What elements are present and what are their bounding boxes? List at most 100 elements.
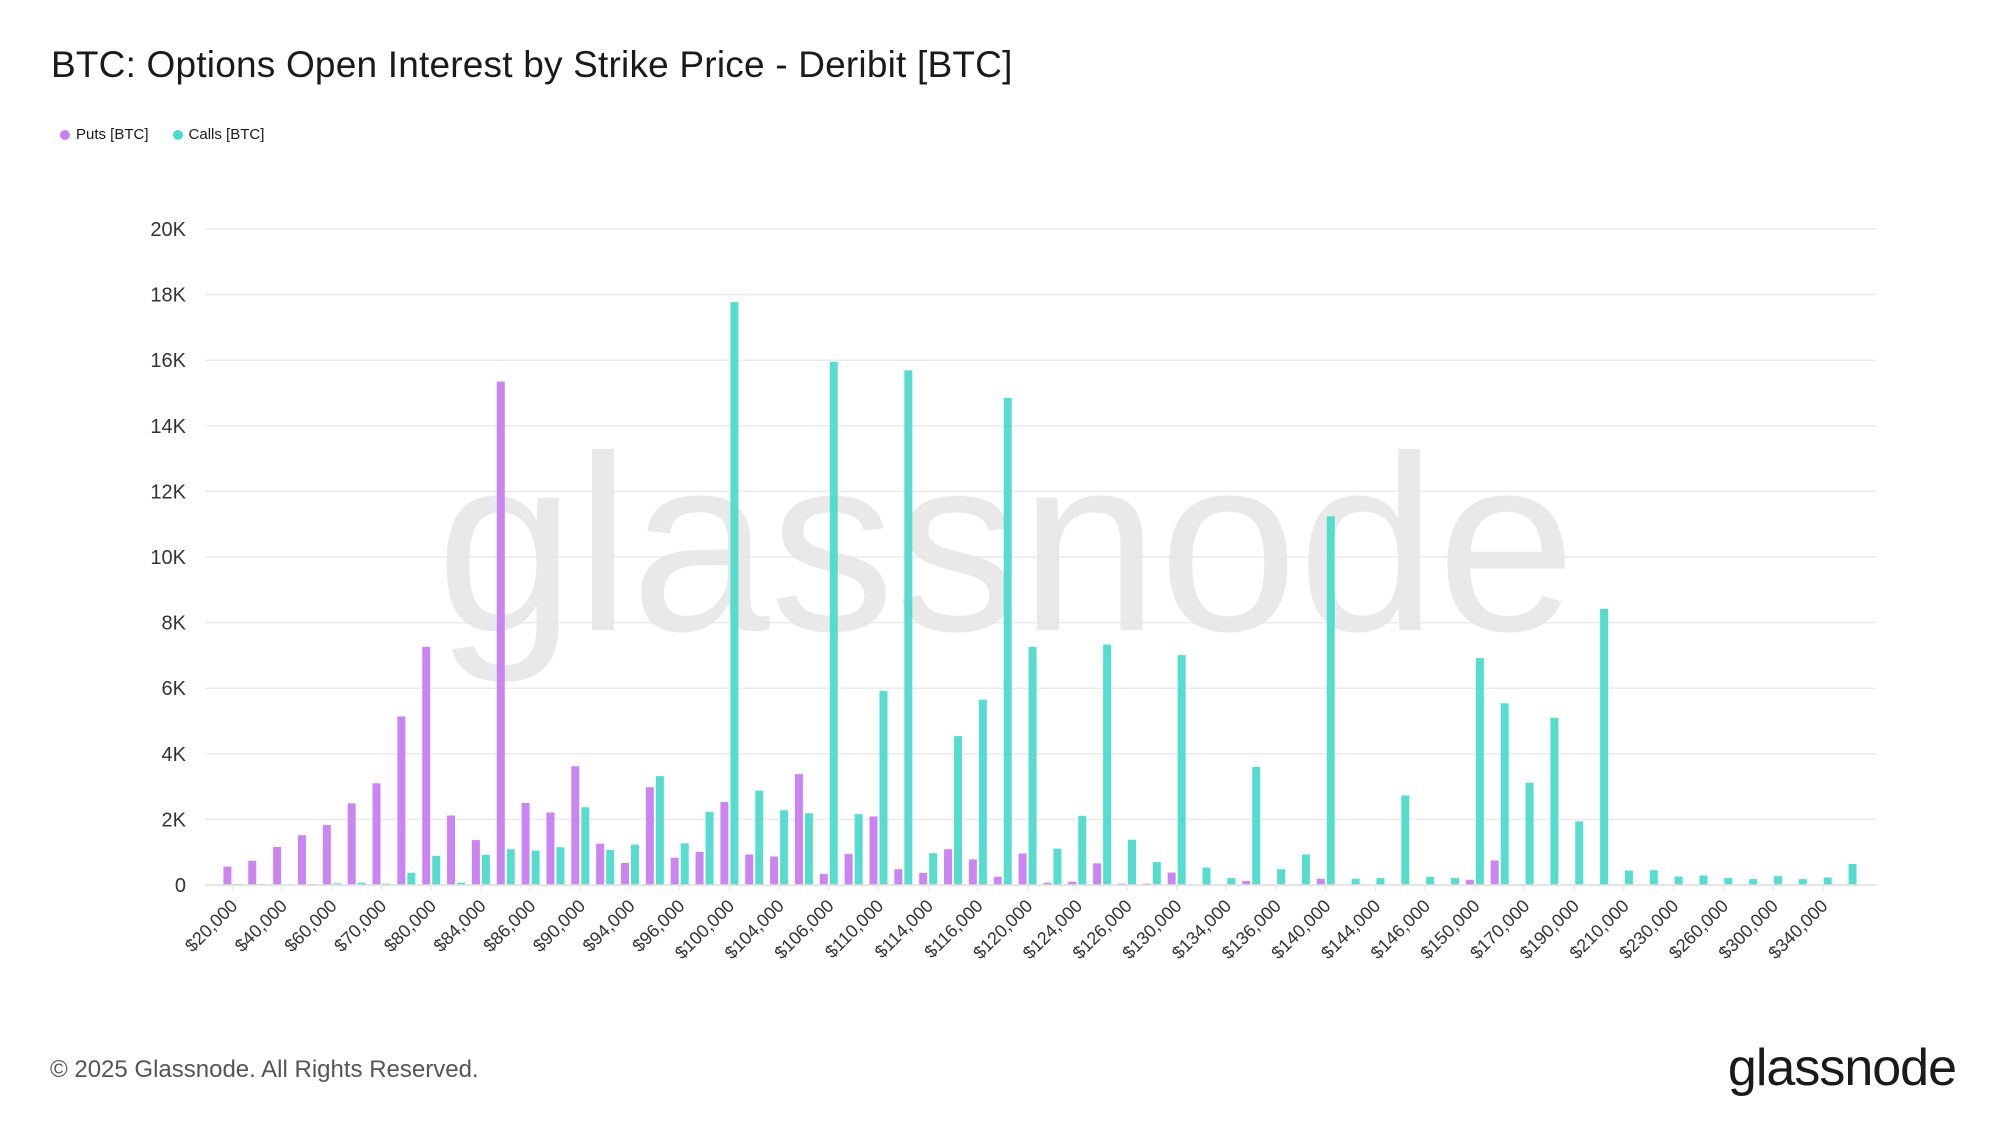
y-tick-label: 4K	[162, 744, 187, 766]
y-tick-label: 6K	[162, 678, 187, 700]
bar-calls	[1401, 795, 1410, 885]
bar-puts	[447, 815, 456, 885]
bar-calls	[1724, 878, 1733, 885]
bar-calls	[680, 843, 689, 885]
bar-calls	[432, 855, 441, 885]
bar-calls	[1550, 717, 1559, 885]
bar-calls	[1475, 658, 1484, 885]
legend: Puts [BTC] Calls [BTC]	[60, 126, 264, 143]
bar-calls	[631, 844, 639, 885]
y-tick-label: 18K	[150, 285, 186, 307]
bar-calls	[655, 776, 664, 885]
bar-puts	[819, 873, 828, 885]
bar-calls	[1326, 516, 1335, 885]
x-tick-label: $80,000	[380, 896, 440, 956]
y-tick-label: 16K	[150, 350, 186, 372]
bar-calls	[1525, 782, 1534, 885]
bar-puts	[521, 803, 530, 885]
bar-puts	[1068, 881, 1077, 885]
legend-dot-calls	[172, 129, 183, 140]
bar-puts	[844, 854, 853, 885]
x-tick-label: $86,000	[479, 896, 539, 956]
bar-calls	[1798, 879, 1807, 885]
bar-puts	[869, 816, 878, 885]
bar-puts	[1018, 853, 1027, 885]
bar-calls	[954, 736, 963, 885]
bar-puts	[1093, 863, 1102, 885]
bar-puts	[496, 381, 505, 885]
legend-item-puts[interactable]: Puts [BTC]	[60, 126, 149, 143]
bar-puts	[1242, 881, 1251, 885]
legend-label-calls: Calls [BTC]	[188, 126, 265, 143]
bar-puts	[273, 846, 282, 885]
bar-calls	[1823, 877, 1832, 885]
bar-puts	[223, 866, 232, 885]
bar-calls	[1624, 870, 1633, 885]
bar-calls	[1227, 878, 1236, 885]
bar-calls	[1003, 397, 1012, 885]
bar-calls	[879, 690, 888, 885]
copyright-footer: © 2025 Glassnode. All Rights Reserved.	[50, 1056, 479, 1083]
legend-item-calls[interactable]: Calls [BTC]	[172, 126, 265, 143]
bar-puts	[670, 857, 679, 885]
y-tick-label: 14K	[150, 416, 186, 438]
x-tick-label: $60,000	[280, 896, 340, 956]
bar-calls	[1699, 875, 1708, 885]
bar-calls	[1103, 644, 1112, 885]
y-tick-label: 8K	[162, 613, 187, 635]
bar-calls	[1848, 864, 1857, 885]
bar-puts	[745, 854, 754, 885]
bar-puts	[571, 766, 580, 885]
bar-calls	[780, 810, 789, 885]
bar-puts	[322, 824, 331, 885]
bar-calls	[1152, 862, 1161, 885]
bar-calls	[1774, 876, 1783, 885]
legend-label-puts: Puts [BTC]	[76, 126, 149, 143]
bar-calls	[929, 853, 938, 885]
bar-puts	[471, 840, 480, 885]
bar-calls	[332, 883, 341, 885]
bar-calls	[730, 302, 739, 885]
bar-calls	[978, 699, 987, 885]
bar-calls	[531, 850, 540, 885]
bar-calls	[1053, 848, 1062, 885]
y-tick-label: 12K	[150, 481, 186, 503]
bar-puts	[621, 863, 629, 885]
bar-puts	[596, 843, 605, 885]
bar-puts	[1465, 879, 1474, 885]
bar-puts	[422, 646, 431, 885]
bar-puts	[347, 803, 356, 885]
bar-puts	[397, 716, 406, 885]
bar-puts	[944, 849, 953, 885]
bar-calls	[854, 814, 863, 885]
legend-dot-puts	[60, 129, 70, 140]
bar-calls	[804, 813, 813, 885]
bar-calls	[1600, 608, 1609, 885]
bar-calls	[705, 811, 714, 885]
bar-calls	[1028, 646, 1037, 885]
bar-calls	[755, 790, 764, 885]
bar-puts	[794, 774, 803, 885]
bar-calls	[1376, 878, 1385, 885]
bar-calls	[1575, 821, 1584, 885]
bar-puts	[645, 787, 654, 885]
x-tick-label: $70,000	[330, 896, 390, 956]
bar-calls	[1202, 867, 1211, 885]
bar-calls	[1649, 870, 1658, 885]
bar-calls	[1078, 815, 1087, 885]
bar-calls	[606, 849, 615, 885]
bar-calls	[1500, 703, 1509, 885]
bar-puts	[372, 783, 381, 885]
bar-puts	[770, 856, 779, 885]
y-tick-label: 0	[175, 875, 186, 897]
x-tick-label: $20,000	[181, 896, 241, 956]
bar-calls	[1351, 878, 1360, 885]
bar-puts	[720, 802, 729, 885]
bar-puts	[695, 851, 704, 885]
bar-calls	[1749, 879, 1758, 885]
bar-puts	[894, 869, 903, 885]
bar-calls	[1177, 655, 1186, 885]
bar-calls	[506, 849, 515, 885]
bar-puts	[919, 872, 928, 885]
y-tick-label: 10K	[150, 547, 186, 569]
